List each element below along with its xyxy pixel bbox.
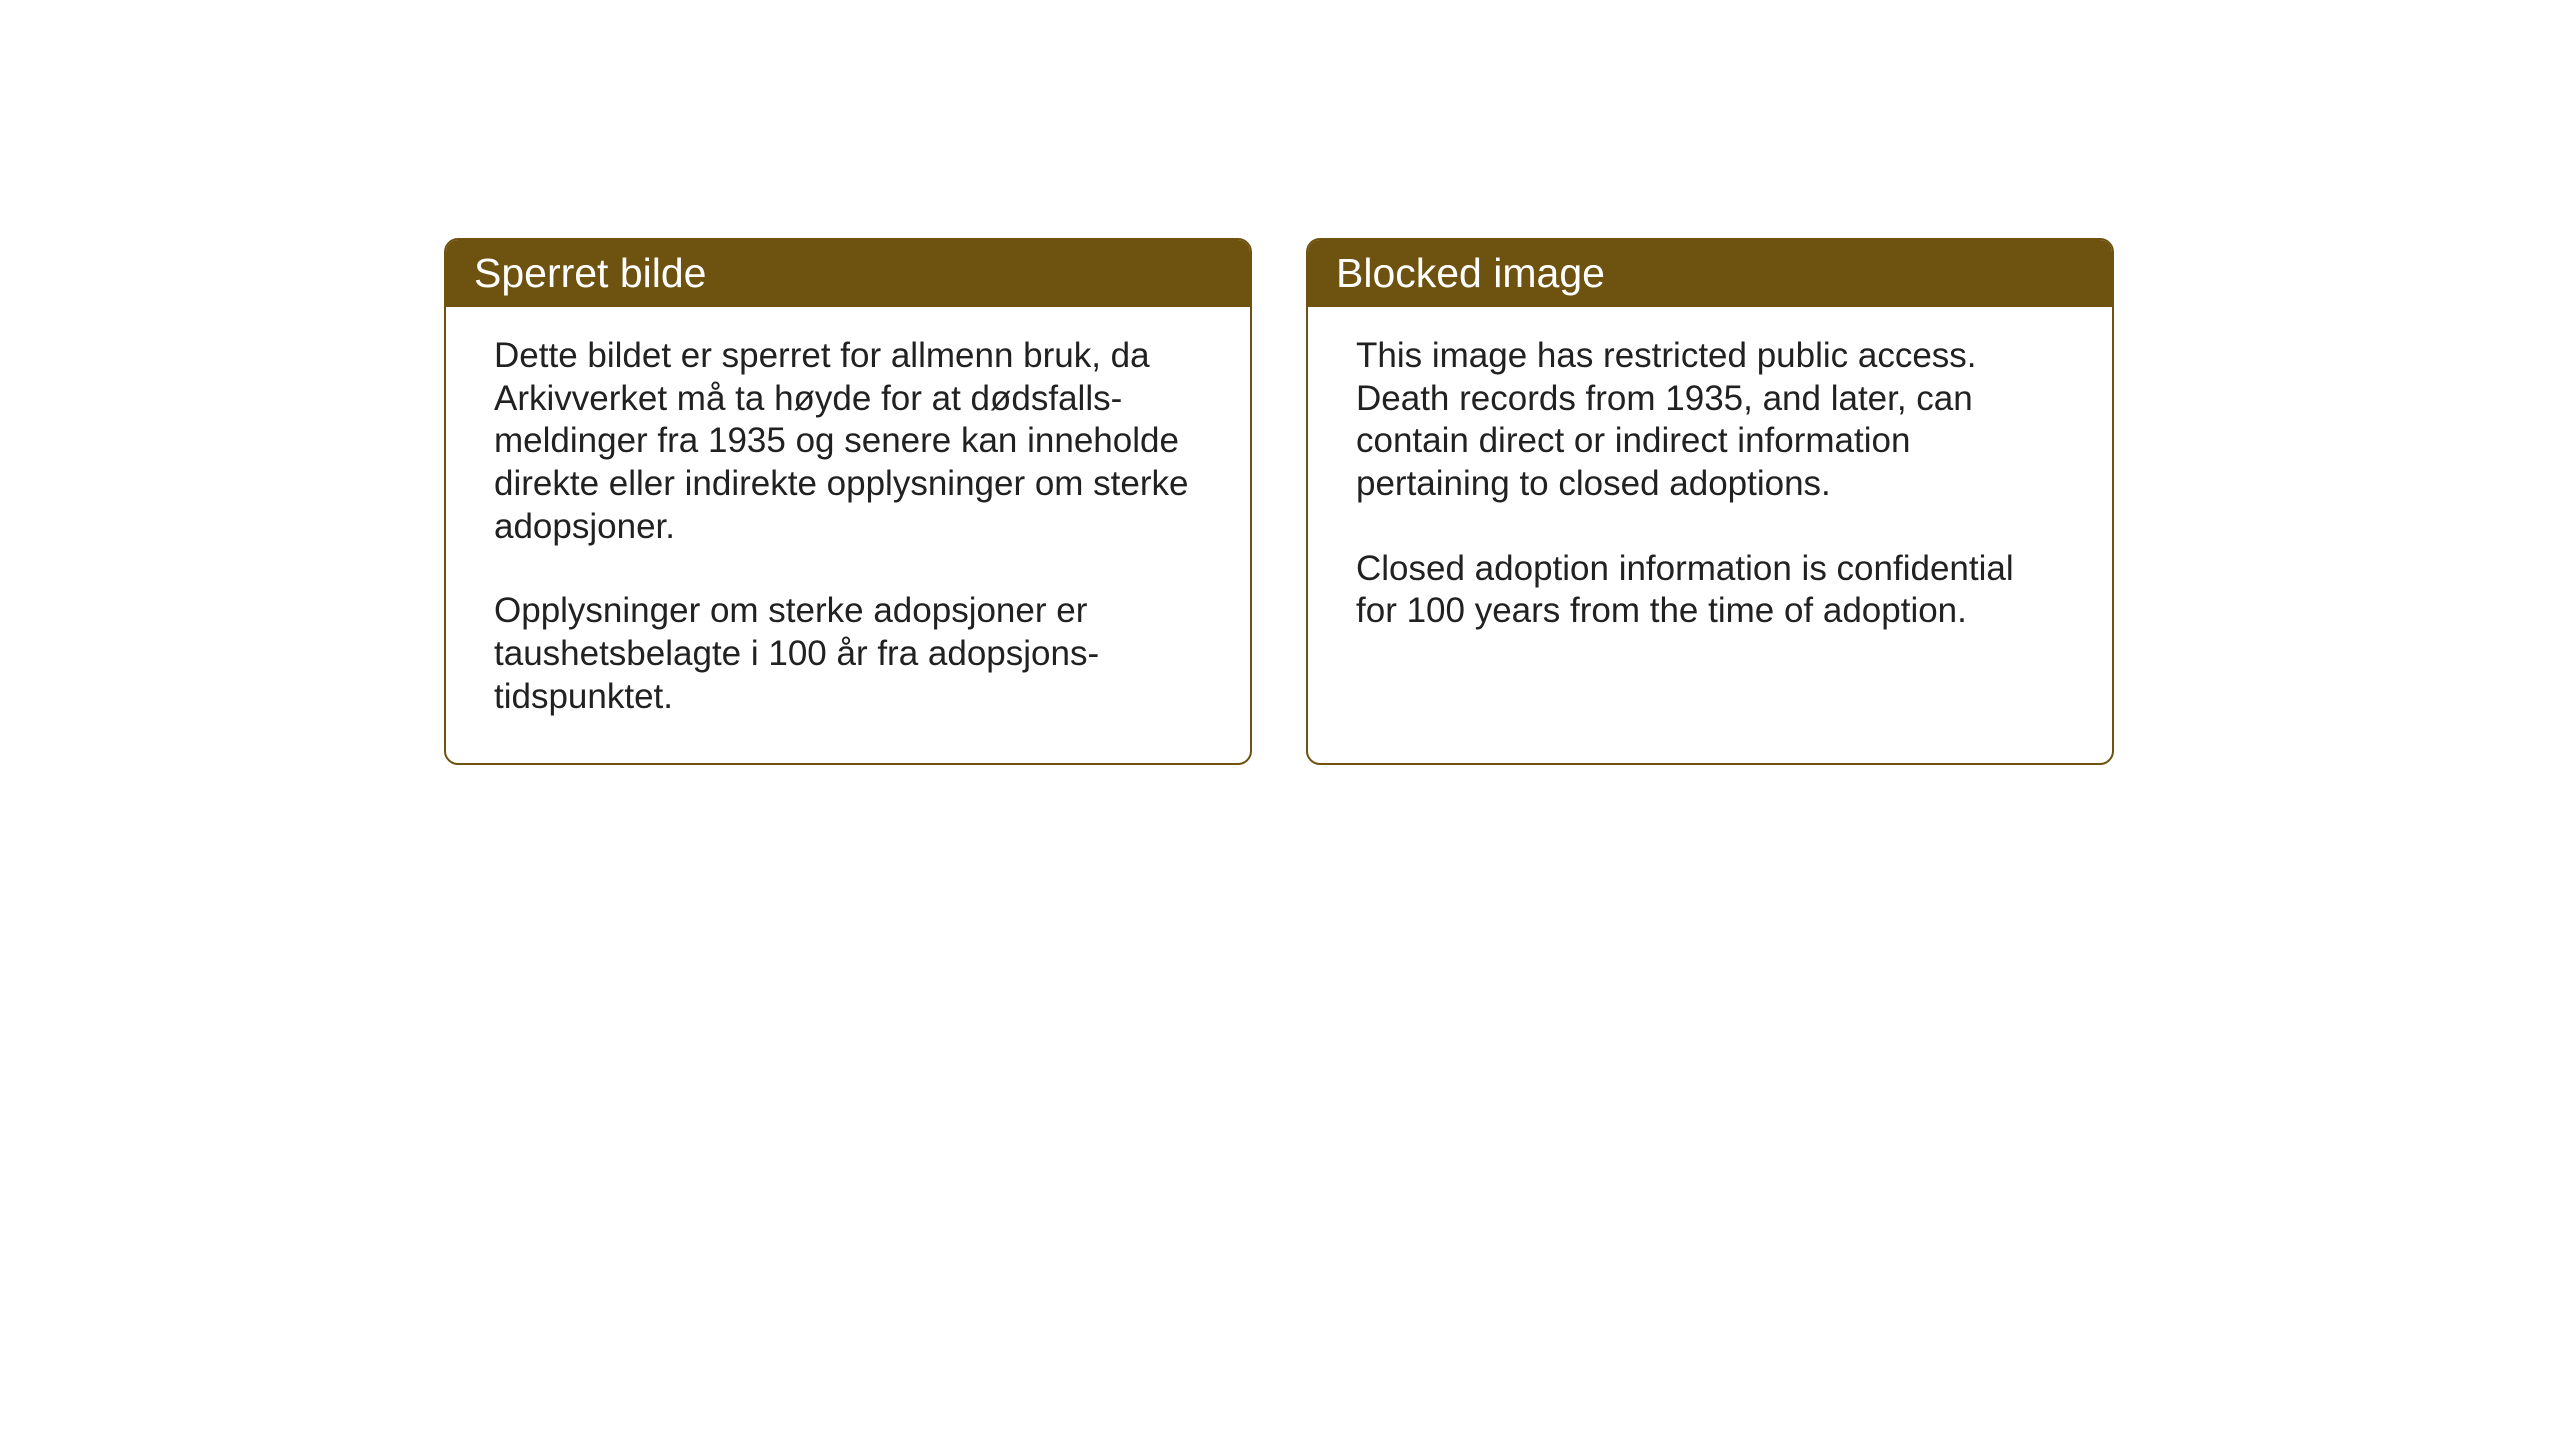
- english-notice-card: Blocked image This image has restricted …: [1306, 238, 2114, 765]
- norwegian-paragraph-2: Opplysninger om sterke adopsjoner er tau…: [494, 590, 1202, 718]
- norwegian-card-title: Sperret bilde: [446, 240, 1250, 307]
- english-paragraph-2: Closed adoption information is confident…: [1356, 548, 2064, 633]
- norwegian-paragraph-1: Dette bildet er sperret for allmenn bruk…: [494, 335, 1202, 548]
- notice-container: Sperret bilde Dette bildet er sperret fo…: [444, 238, 2114, 765]
- english-card-title: Blocked image: [1308, 240, 2112, 307]
- english-card-body: This image has restricted public access.…: [1308, 307, 2112, 677]
- english-paragraph-1: This image has restricted public access.…: [1356, 335, 2064, 506]
- norwegian-notice-card: Sperret bilde Dette bildet er sperret fo…: [444, 238, 1252, 765]
- norwegian-card-body: Dette bildet er sperret for allmenn bruk…: [446, 307, 1250, 763]
